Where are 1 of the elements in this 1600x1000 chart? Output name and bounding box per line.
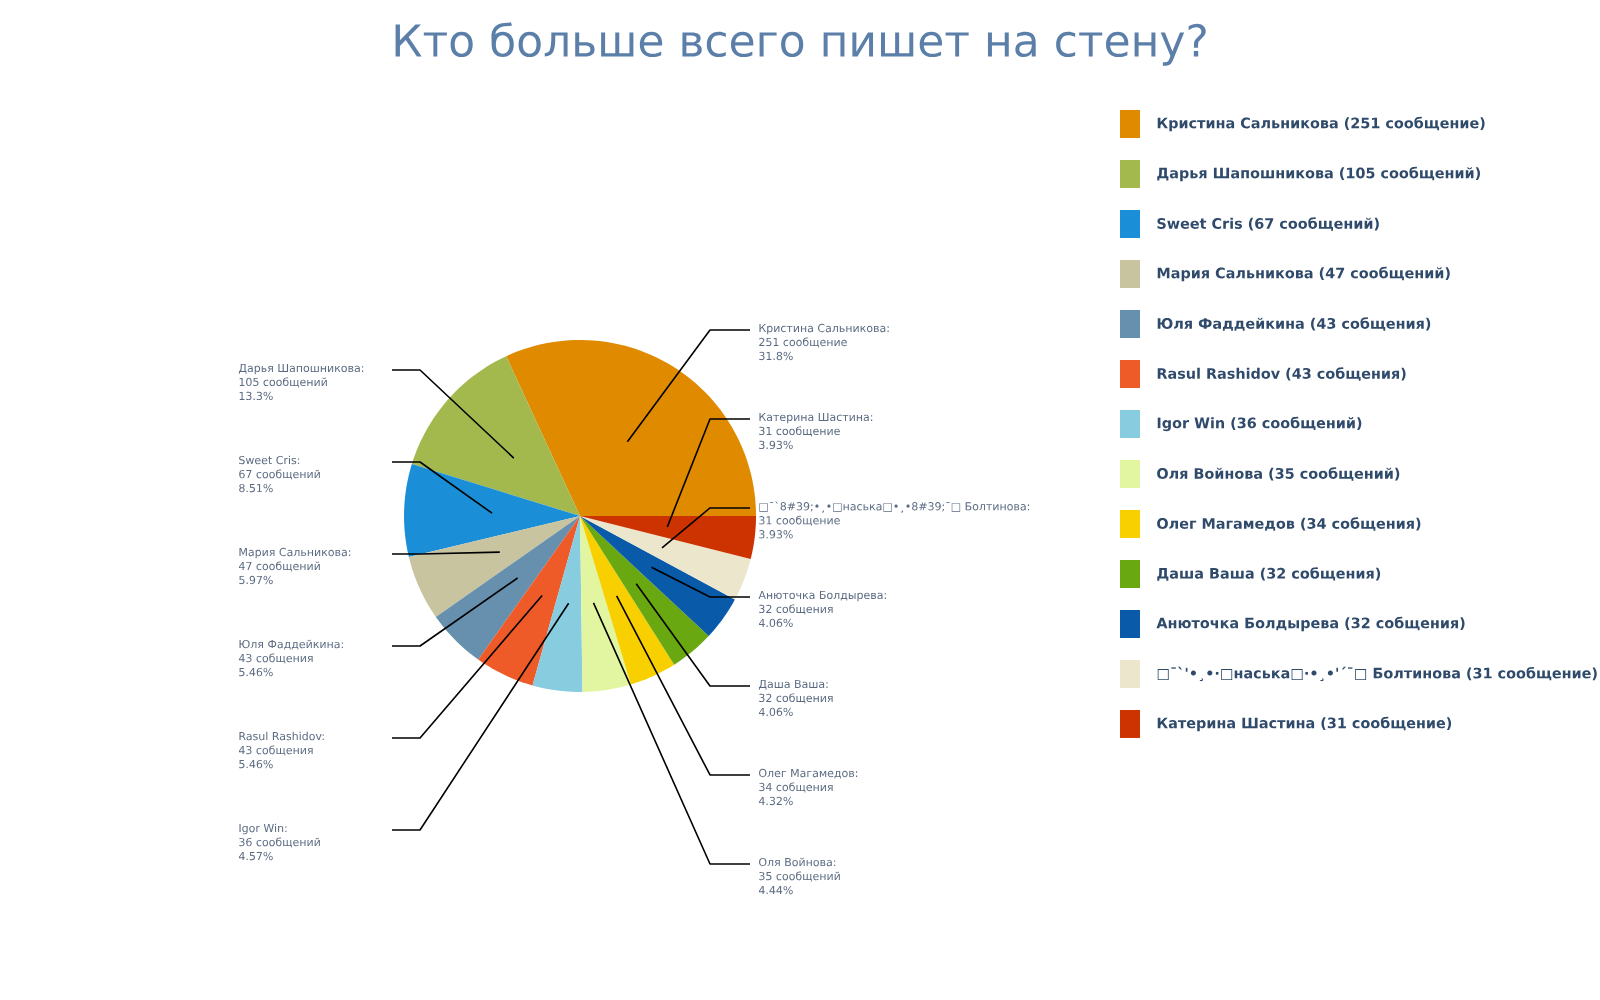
chart-title: Кто больше всего пишет на стену? bbox=[395, 22, 1206, 66]
